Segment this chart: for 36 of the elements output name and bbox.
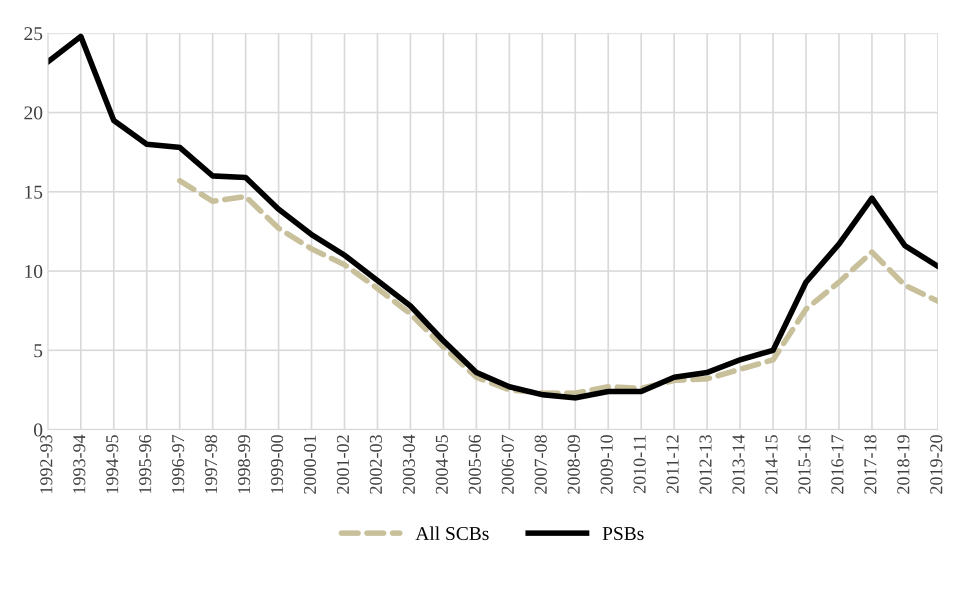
x-tick-label: 2000-01 — [304, 435, 316, 494]
x-tick-label: 1997-98 — [205, 435, 218, 493]
y-tick-label: 5 — [34, 344, 42, 358]
x-tick-label: 1994-95 — [106, 435, 118, 493]
y-tick-label: 20 — [24, 106, 42, 120]
x-tick-label: 2005-06 — [468, 434, 481, 494]
x-tick-label: 2018-19 — [897, 435, 910, 494]
x-tick-label: 2011-12 — [666, 435, 679, 494]
x-tick-label: 2009-10 — [600, 435, 613, 494]
x-tick-label: 2010-11 — [634, 435, 646, 494]
x-tick-label: 1996-97 — [172, 434, 184, 493]
y-tick-label: 10 — [25, 264, 42, 278]
y-tick-label: 25 — [24, 27, 42, 40]
x-tick-label: 2007-08 — [534, 435, 547, 494]
x-tick-label: 2001-02 — [336, 435, 350, 494]
x-tick-label: 1998-99 — [238, 435, 250, 493]
x-tick-label: 2006-07 — [502, 434, 514, 494]
x-tick-label: 2014-15 — [765, 435, 778, 494]
x-tick-label: 2012-13 — [699, 435, 712, 494]
x-tick-label: 1993-94 — [73, 434, 86, 493]
x-tick-label: 1992-93 — [40, 435, 52, 493]
legend-label: All SCBs — [416, 526, 489, 540]
x-tick-label: 2019-20 — [930, 435, 942, 494]
x-tick-label: 1999-00 — [270, 435, 284, 493]
legend-label: PSBs — [602, 527, 644, 540]
x-tick-label: 2015-16 — [798, 434, 811, 494]
x-tick-label: 2003-04 — [402, 434, 415, 494]
x-tick-label: 2013-14 — [732, 434, 745, 494]
x-tick-label: 2008-09 — [568, 435, 580, 494]
y-tick-label: 15 — [25, 186, 42, 199]
x-tick-label: 2004-05 — [436, 435, 448, 494]
x-tick-label: 1995-96 — [139, 434, 152, 493]
x-tick-label: 2002-03 — [370, 435, 382, 494]
y-tick-label: 0 — [34, 423, 42, 436]
x-tick-label: 2017-18 — [864, 435, 876, 494]
x-tick-label: 2016-17 — [831, 434, 844, 494]
